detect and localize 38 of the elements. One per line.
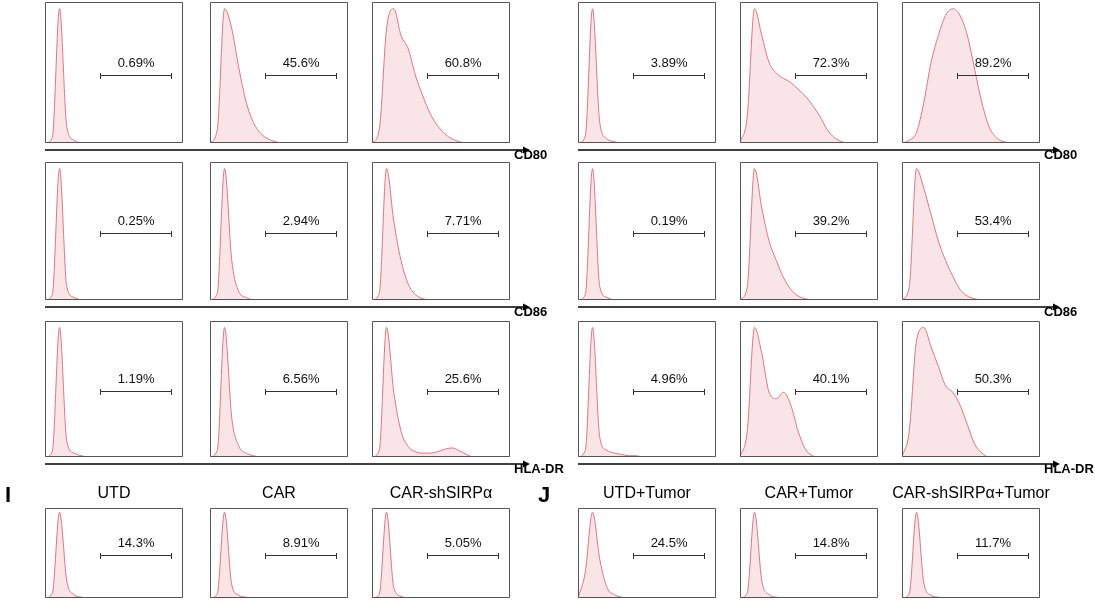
annotation: 1.19% bbox=[116, 371, 156, 386]
annotation: 3.89% bbox=[649, 54, 689, 70]
text: I bbox=[5, 482, 12, 508]
annotation: 72.3% bbox=[811, 54, 851, 70]
annotation: 0.69% bbox=[116, 54, 156, 70]
x-axis-title: CD86 bbox=[514, 304, 548, 319]
annotation: 11.7% bbox=[974, 535, 1012, 550]
annotation: 39.2% bbox=[811, 213, 851, 228]
chart-title: CAR-shSIRPα+Tumor bbox=[891, 484, 1051, 502]
annotation: 0.19% bbox=[649, 213, 689, 228]
annotation: 89.2% bbox=[973, 54, 1013, 70]
annotation: 24.5% bbox=[649, 535, 689, 550]
x-axis-title: CD80 bbox=[514, 147, 548, 162]
annotation: 0.25% bbox=[116, 213, 156, 228]
chart-title: UTD+Tumor bbox=[603, 484, 691, 501]
chart-title: CAR-shSIRPα bbox=[389, 484, 493, 501]
annotation: 40.1% bbox=[811, 371, 851, 386]
chart-title: CAR+Tumor bbox=[764, 484, 854, 501]
annotation: 50.3% bbox=[973, 371, 1013, 386]
annotation: 25.6% bbox=[443, 371, 483, 386]
x-axis-title: CD80 bbox=[1044, 147, 1078, 162]
annotation: 14.8% bbox=[811, 535, 851, 550]
text: J bbox=[538, 482, 551, 508]
x-axis-title: HLA-DR bbox=[514, 461, 564, 476]
x-axis-title: HLA-DR bbox=[1044, 461, 1094, 476]
annotation: 5.05% bbox=[443, 535, 483, 550]
annotation: 14.3% bbox=[116, 535, 156, 550]
chart-title: UTD bbox=[96, 484, 132, 502]
annotation: 60.8% bbox=[443, 54, 483, 70]
x-axis-title: CD86 bbox=[1044, 304, 1078, 319]
chart-title: CAR bbox=[261, 484, 297, 502]
annotation: 53.4% bbox=[973, 213, 1013, 228]
annotation: 45.6% bbox=[281, 54, 321, 70]
annotation: 4.96% bbox=[649, 371, 689, 386]
annotation: 6.56% bbox=[281, 371, 321, 386]
annotation: 7.71% bbox=[443, 213, 483, 228]
annotation: 8.91% bbox=[281, 535, 321, 550]
annotation: 2.94% bbox=[281, 213, 321, 228]
